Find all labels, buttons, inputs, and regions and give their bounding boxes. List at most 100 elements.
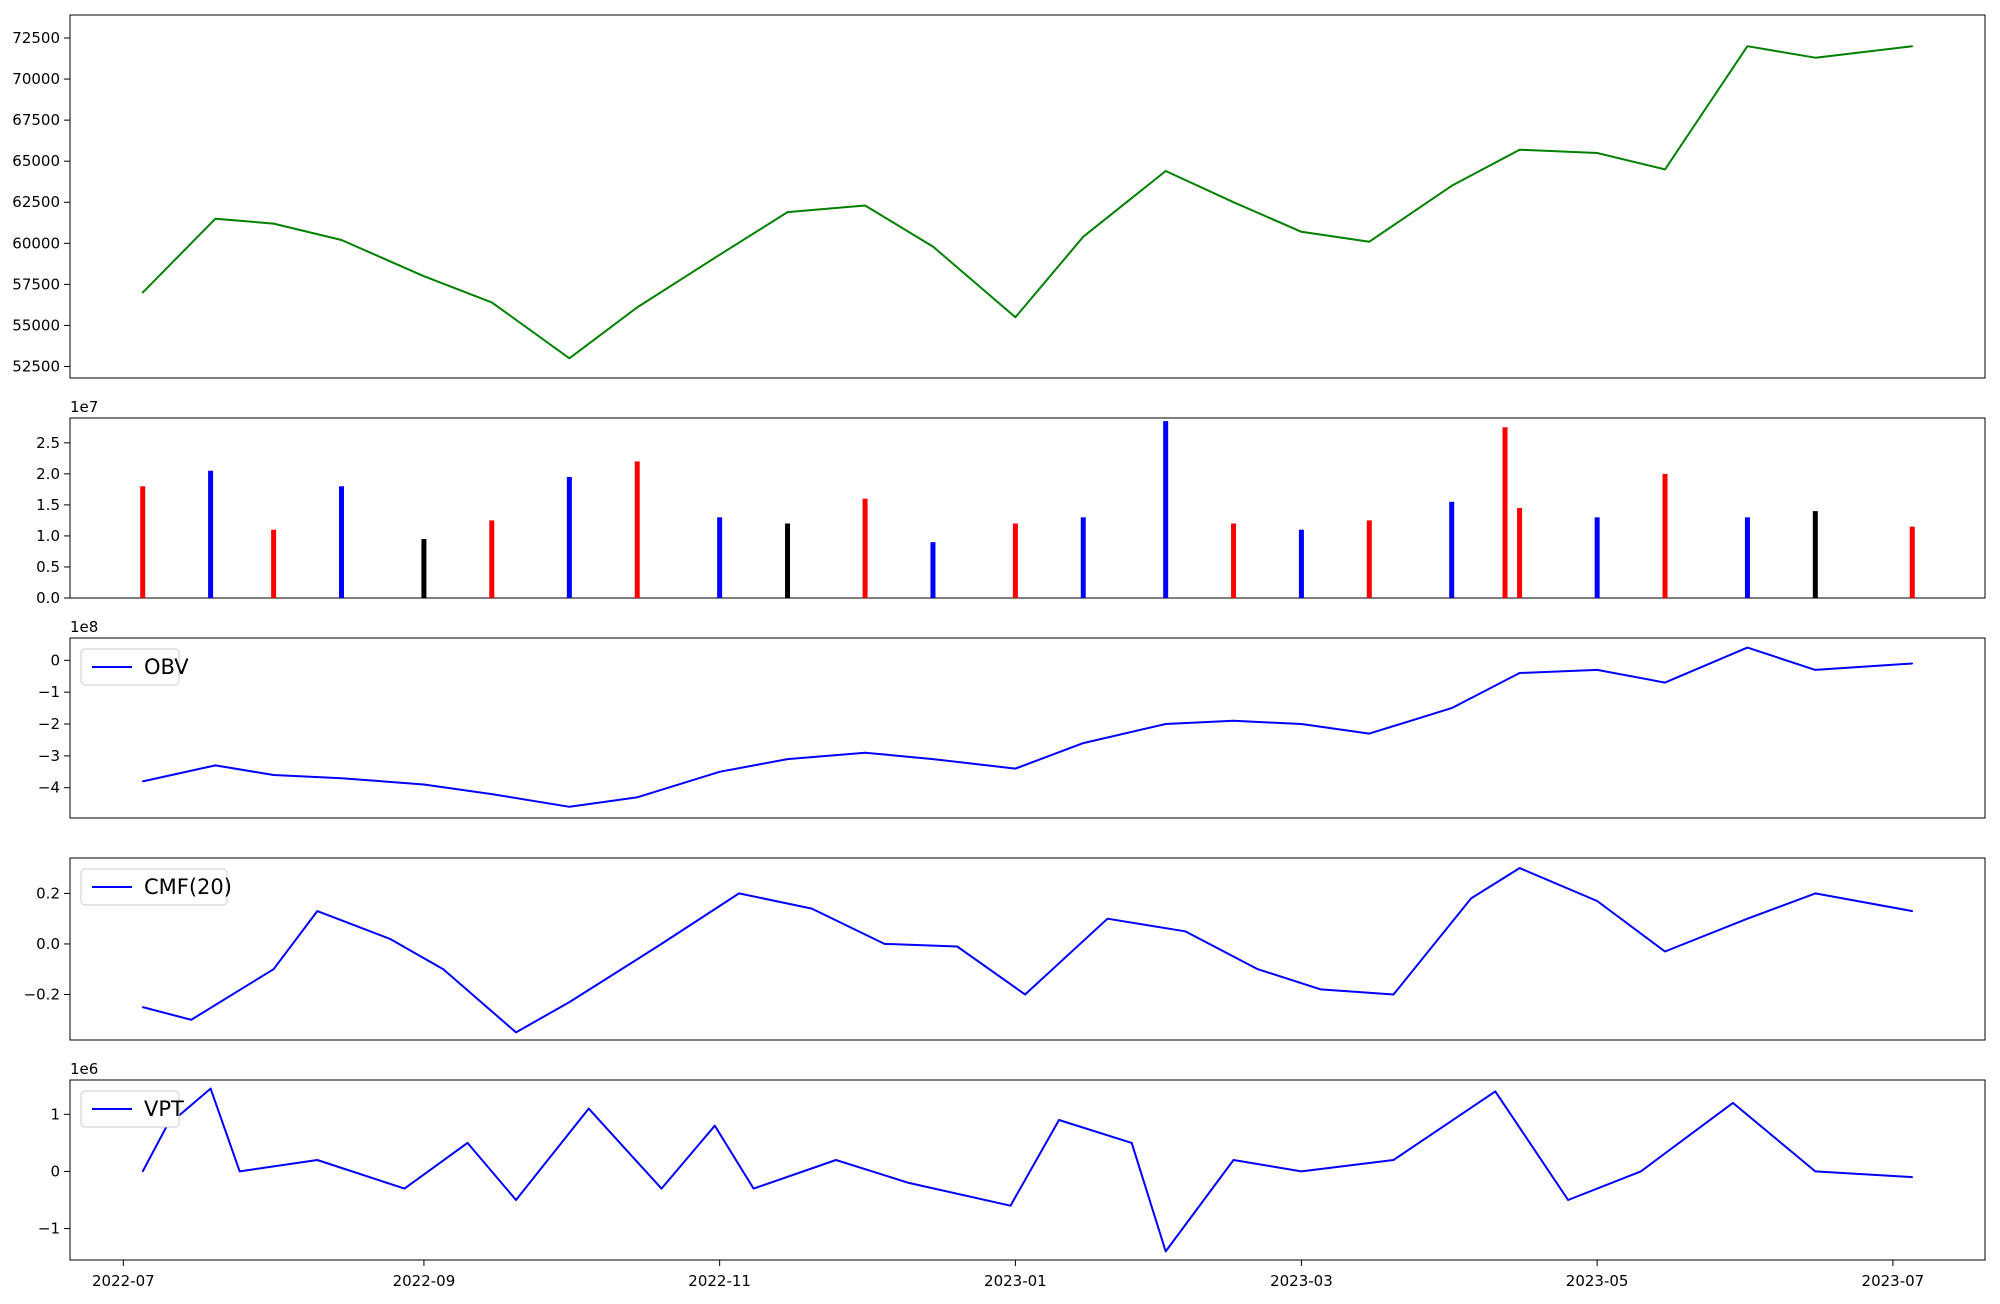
data-point [1009, 1204, 1012, 1207]
legend-label: OBV [144, 655, 189, 679]
y-tick-label: 0.0 [36, 935, 60, 953]
volume-bar [1662, 473, 1668, 598]
data-point [636, 306, 639, 309]
y-tick-label: 72500 [12, 29, 60, 47]
data-point [956, 945, 959, 948]
data-point [810, 907, 813, 910]
data-point [141, 1170, 144, 1173]
y-tick-label: −4 [38, 779, 60, 797]
data-point [515, 1031, 517, 1034]
data-point [568, 1001, 571, 1003]
data-point [1664, 168, 1666, 171]
data-point [932, 245, 934, 248]
volume-bar [930, 542, 936, 598]
data-point [1392, 993, 1395, 996]
x-tick-label: 2022-09 [393, 1272, 456, 1290]
data-point [214, 217, 217, 220]
data-point [1232, 201, 1235, 204]
y-tick-label: 1.5 [36, 496, 60, 514]
data-point [442, 968, 445, 971]
data-point [403, 1187, 406, 1190]
data-point [1746, 45, 1749, 48]
x-tick-label: 2023-01 [984, 1272, 1047, 1290]
series-line-cmf [142, 867, 1913, 1034]
legend: CMF(20) [80, 868, 232, 906]
volume-bar [785, 523, 791, 598]
volume-bar [1517, 508, 1523, 598]
data-point [272, 222, 275, 225]
x-tick-label: 2023-05 [1566, 1272, 1629, 1290]
data-point [883, 943, 886, 945]
data-point [1392, 1159, 1395, 1161]
volume-bar [566, 476, 572, 598]
y-tick-label: 1.0 [36, 527, 60, 545]
data-point [1130, 1142, 1133, 1144]
volume-bar [1298, 529, 1304, 598]
y-tick-label: 0.5 [36, 558, 60, 576]
y-tick-label: −1 [38, 683, 60, 701]
data-point [752, 1187, 755, 1190]
data-point [1232, 720, 1235, 722]
data-point [389, 938, 391, 940]
data-point [864, 204, 866, 207]
data-point [1470, 897, 1472, 900]
data-point [907, 1182, 910, 1184]
data-point [835, 1159, 837, 1161]
legend-box [80, 868, 228, 906]
data-point [214, 764, 217, 767]
legend: VPT [80, 1090, 184, 1128]
data-point [1300, 231, 1303, 233]
y-tick-label: 62500 [12, 193, 60, 211]
data-point [1639, 1170, 1642, 1173]
data-point [1014, 316, 1017, 319]
data-point [1014, 767, 1017, 770]
volume-bar [271, 529, 277, 598]
data-point [466, 1142, 469, 1144]
y-tick-label: 0.2 [36, 884, 60, 902]
data-point [587, 1107, 590, 1110]
volume-bar [717, 517, 723, 598]
series-line-price [141, 45, 1913, 360]
data-point [490, 301, 493, 304]
y-tick-label: 65000 [12, 152, 60, 170]
data-point [1518, 672, 1521, 674]
panel-vpt: −1 0 1 1e6 VPT [38, 1060, 1986, 1261]
series-line-obv [142, 646, 1913, 808]
volume-bar [1812, 511, 1818, 598]
data-point [316, 910, 319, 912]
y-tick-label: 57500 [12, 275, 60, 293]
volume-bar [1366, 520, 1372, 598]
data-point [1746, 646, 1749, 649]
data-point [1814, 56, 1817, 59]
data-point [1494, 1090, 1497, 1093]
data-point [1164, 170, 1167, 172]
data-point [568, 357, 571, 360]
data-point [1368, 732, 1371, 735]
data-point [1911, 910, 1914, 912]
data-point [1300, 1170, 1303, 1173]
data-point [1450, 185, 1453, 187]
data-point [1596, 669, 1598, 671]
data-point [490, 793, 493, 795]
y-tick-label: 70000 [12, 70, 60, 88]
data-point [1082, 742, 1085, 744]
volume-bar [862, 498, 868, 598]
data-point [738, 892, 740, 895]
y-tick-label: −0.2 [24, 986, 60, 1004]
x-tick-label: 2023-07 [1862, 1272, 1925, 1290]
data-point [340, 239, 343, 241]
y-tick-label: −1 [38, 1220, 60, 1238]
data-point [238, 1170, 241, 1173]
data-point [316, 1159, 319, 1161]
y-tick-label: 52500 [12, 358, 60, 376]
volume-bar [1080, 517, 1086, 598]
panel-frame [69, 417, 1986, 599]
y-tick-label: 0 [50, 1162, 60, 1180]
x-tick-label: 2023-03 [1270, 1272, 1333, 1290]
data-point [660, 1187, 663, 1190]
data-point [141, 1006, 144, 1008]
data-point [1911, 45, 1914, 48]
panel-volume: 0.0 0.5 1.0 1.5 2.0 2.5 1e7 [36, 398, 1986, 607]
panel-frame [69, 1079, 1986, 1261]
data-point [423, 783, 425, 786]
